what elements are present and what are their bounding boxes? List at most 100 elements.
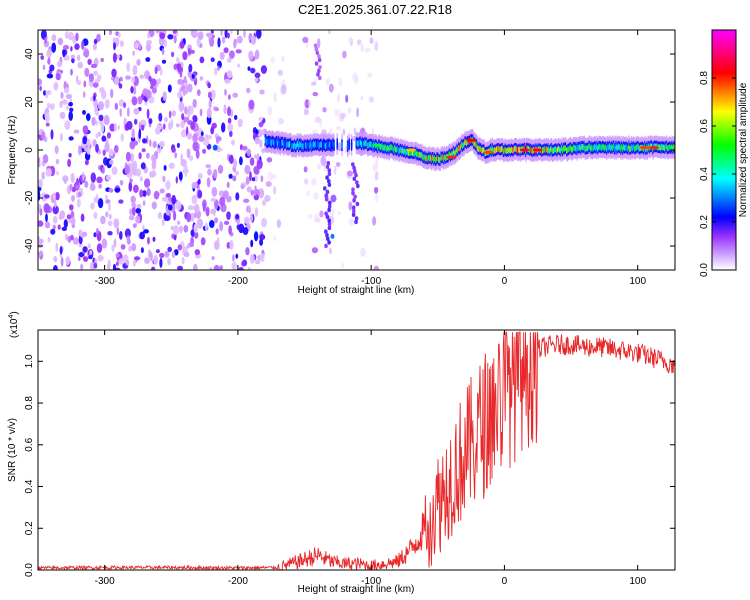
ridge-core bbox=[528, 146, 530, 152]
noise-cell bbox=[113, 238, 117, 248]
noise-cell bbox=[139, 176, 143, 182]
snr-panel: -300 -200 -100 0 100 0.0 0.2 0.4 0.6 0.8 1.0 Heig… bbox=[7, 311, 676, 595]
noise-cell bbox=[304, 178, 309, 185]
ridge-core bbox=[317, 141, 319, 148]
noise-cell bbox=[132, 50, 135, 56]
noise-cell bbox=[187, 83, 193, 93]
noise-cell bbox=[66, 214, 72, 220]
noise-cell bbox=[56, 171, 59, 176]
noise-cell bbox=[355, 76, 359, 81]
ridge-core bbox=[466, 138, 469, 145]
noise-cell bbox=[93, 38, 98, 45]
noise-cell bbox=[96, 228, 99, 235]
ridge-core bbox=[514, 145, 517, 152]
noise-cell bbox=[119, 179, 124, 186]
noise-cell bbox=[186, 212, 192, 223]
noise-cell bbox=[101, 166, 105, 174]
y-tick-label: 0.0 bbox=[24, 563, 35, 577]
noise-cell bbox=[213, 168, 218, 179]
noise-cell bbox=[210, 57, 215, 62]
ridge-core bbox=[618, 143, 620, 150]
noise-cell bbox=[144, 178, 151, 188]
noise-cell bbox=[50, 129, 54, 140]
noise-cell bbox=[264, 194, 271, 203]
ridge-core bbox=[418, 151, 421, 158]
ridge-core bbox=[328, 142, 330, 148]
ridge-core bbox=[612, 145, 614, 152]
ridge-core bbox=[299, 142, 302, 149]
noise-cell bbox=[327, 179, 331, 184]
ridge-core bbox=[584, 145, 586, 152]
noise-cell bbox=[149, 139, 152, 148]
ridge-core bbox=[475, 141, 477, 148]
noise-cell bbox=[235, 192, 240, 201]
ridge-core bbox=[294, 143, 297, 150]
noise-cell bbox=[354, 173, 358, 178]
ridge-core bbox=[302, 143, 304, 150]
noise-cell bbox=[152, 141, 157, 148]
noise-cell bbox=[374, 171, 379, 181]
ridge-core bbox=[414, 150, 416, 157]
ridge-core bbox=[610, 145, 612, 152]
noise-cell bbox=[348, 201, 353, 211]
ridge-core bbox=[592, 144, 594, 151]
noise-cell bbox=[49, 64, 55, 72]
noise-cell bbox=[44, 37, 47, 44]
noise-cell bbox=[173, 225, 180, 236]
ridge-core bbox=[326, 142, 328, 148]
noise-cell bbox=[327, 207, 331, 213]
noise-cell bbox=[227, 106, 232, 117]
noise-cell bbox=[45, 93, 48, 99]
noise-cell bbox=[146, 187, 151, 197]
ridge-core bbox=[562, 147, 564, 154]
noise-cell bbox=[159, 32, 166, 40]
noise-cell bbox=[100, 89, 107, 100]
ridge-core bbox=[526, 145, 529, 152]
ridge-core bbox=[370, 141, 373, 148]
noise-cell bbox=[183, 75, 187, 84]
noise-cell bbox=[196, 37, 201, 47]
x-tick-label: 0 bbox=[502, 276, 508, 287]
ridge-core bbox=[419, 151, 422, 158]
noise-cell bbox=[106, 132, 111, 139]
noise-cell bbox=[217, 37, 221, 48]
noise-cell bbox=[351, 212, 356, 217]
noise-cell bbox=[69, 107, 74, 113]
ridge-core bbox=[374, 143, 376, 150]
noise-cell bbox=[132, 140, 138, 146]
noise-cell bbox=[246, 186, 252, 193]
y-tick-label: 20 bbox=[24, 96, 35, 108]
ridge-core bbox=[391, 144, 394, 151]
noise-cell bbox=[119, 76, 123, 82]
noise-cell bbox=[70, 54, 76, 59]
ridge-core bbox=[454, 150, 456, 157]
noise-cell bbox=[84, 147, 88, 152]
ridge-core bbox=[473, 140, 475, 147]
noise-cell bbox=[101, 135, 107, 142]
ridge-core bbox=[365, 140, 367, 147]
ridge-core bbox=[492, 147, 494, 154]
noise-cell bbox=[98, 101, 104, 111]
noise-cell bbox=[134, 256, 141, 261]
noise-cell bbox=[254, 185, 257, 196]
noise-cell bbox=[314, 47, 319, 52]
ridge-core bbox=[646, 146, 649, 152]
noise-cell bbox=[76, 198, 81, 208]
noise-cell bbox=[74, 43, 80, 50]
ridge-core bbox=[493, 148, 495, 154]
ridge-core bbox=[507, 148, 509, 155]
ridge-core bbox=[329, 141, 331, 148]
noise-cell bbox=[54, 145, 59, 155]
noise-cell bbox=[324, 193, 329, 198]
noise-cell bbox=[327, 171, 332, 177]
ridge-core bbox=[555, 146, 557, 153]
ridge-core bbox=[450, 151, 453, 158]
noise-cell bbox=[105, 174, 112, 181]
noise-cell bbox=[267, 106, 273, 116]
ridge-core bbox=[310, 143, 313, 150]
noise-cell bbox=[93, 95, 96, 102]
noise-cell bbox=[38, 242, 43, 249]
x-tick-label: 100 bbox=[629, 576, 646, 587]
noise-cell bbox=[84, 159, 89, 166]
noise-cell bbox=[82, 125, 89, 135]
